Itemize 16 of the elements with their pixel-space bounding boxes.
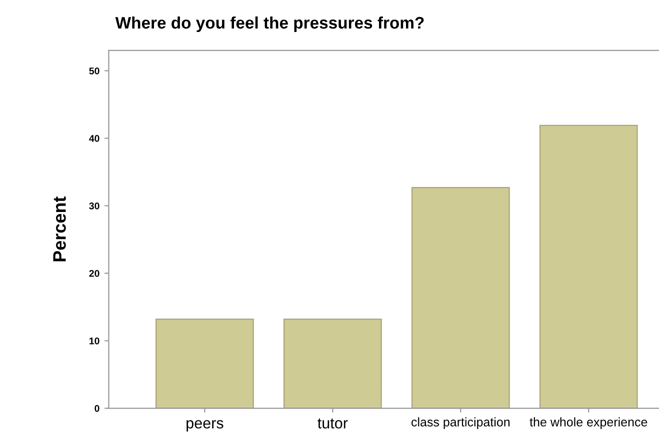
y-tick-label: 10 bbox=[90, 337, 100, 344]
chart-title: Where do you feel the pressures from? bbox=[115, 16, 424, 32]
x-tick-label: peers bbox=[186, 420, 224, 432]
y-tick-label: 0 bbox=[94, 405, 100, 412]
y-tick-label: 50 bbox=[89, 67, 100, 74]
y-tick-label: 40 bbox=[89, 134, 100, 142]
bar bbox=[156, 318, 254, 408]
x-tick-label: class participation bbox=[412, 417, 510, 429]
bar bbox=[283, 318, 382, 408]
y-axis-title: Percent bbox=[53, 196, 66, 262]
bar bbox=[539, 124, 638, 408]
x-tick-label: tutor bbox=[318, 418, 348, 429]
x-tick-label: the whole experience bbox=[530, 417, 648, 429]
y-tick-label: 30 bbox=[89, 202, 100, 210]
bar bbox=[411, 186, 510, 408]
y-tick-label: 20 bbox=[89, 270, 100, 277]
